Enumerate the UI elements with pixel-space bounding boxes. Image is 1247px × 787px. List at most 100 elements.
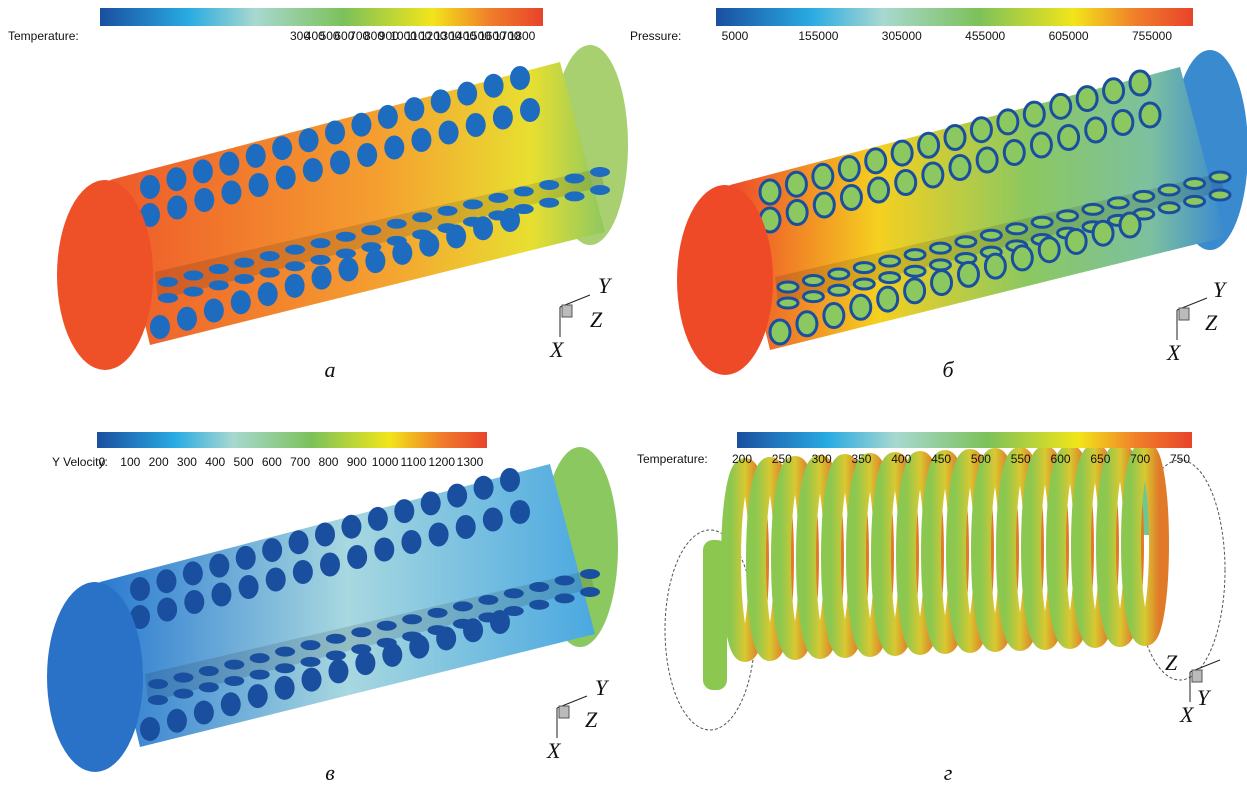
colorbar-label: Pressure: xyxy=(630,29,681,43)
tube-hole xyxy=(580,587,600,597)
tube-hole xyxy=(1051,94,1071,118)
tube-hole xyxy=(248,684,268,708)
tube-hole xyxy=(401,530,421,554)
tube-hole xyxy=(315,523,335,547)
colorbar-tick: 305000 xyxy=(882,29,922,43)
tube-hole xyxy=(1086,118,1106,142)
tube-hole xyxy=(787,201,807,225)
colorbar-tick: 750 xyxy=(1170,452,1190,466)
tube-hole xyxy=(446,224,466,248)
tube-hole xyxy=(829,269,849,279)
axis-label: Y xyxy=(1213,277,1228,302)
tube-hole xyxy=(493,106,513,130)
colorbar-tick: 755000 xyxy=(1132,29,1172,43)
tube-hole xyxy=(971,118,991,142)
axis-label: Y xyxy=(595,675,610,700)
tube-hole xyxy=(1083,204,1103,214)
tube-hole xyxy=(300,640,320,650)
tube-hole xyxy=(382,643,402,667)
tube-hole xyxy=(221,181,241,205)
tube-hole xyxy=(419,233,439,257)
tube-hole xyxy=(266,568,286,592)
tube-hole xyxy=(336,232,356,242)
tube-hole xyxy=(803,292,823,302)
tube-hole xyxy=(421,491,441,515)
tube-hole xyxy=(183,287,203,297)
tube-hole xyxy=(778,298,798,308)
tube-hole xyxy=(958,262,978,286)
inlet-disk xyxy=(47,582,143,772)
colorbar-tick: 250 xyxy=(772,452,792,466)
tube-hole xyxy=(1004,141,1024,165)
tube-hole xyxy=(326,634,346,644)
tube-hole xyxy=(411,128,431,152)
tube-hole xyxy=(260,251,280,261)
axis-label: X xyxy=(1179,702,1195,727)
tube-hole xyxy=(365,249,385,273)
tube-hole xyxy=(478,595,498,605)
tube-hole xyxy=(930,243,950,253)
tube-hole xyxy=(193,159,213,183)
tube-hole xyxy=(1185,196,1205,206)
colorbar-tick: 800 xyxy=(318,455,338,469)
tube-hole xyxy=(325,121,345,145)
tube-hole xyxy=(158,277,178,287)
tube-hole xyxy=(236,546,256,570)
tube-hole xyxy=(368,507,388,531)
tube-hole xyxy=(166,167,186,191)
colorbar xyxy=(97,432,487,448)
colorbar-tick: 1100 xyxy=(400,455,426,469)
tube-hole xyxy=(347,545,367,569)
tube-hole xyxy=(930,260,950,270)
tube-hole xyxy=(447,484,467,508)
tube-hole xyxy=(338,257,358,281)
tube-hole xyxy=(778,282,798,292)
tube-hole xyxy=(250,670,270,680)
tube-hole xyxy=(275,676,295,700)
panel-caption: г xyxy=(944,760,953,785)
tube-hole xyxy=(219,152,239,176)
tube-hole xyxy=(299,128,319,152)
tube-hole xyxy=(813,164,833,188)
colorbar-tick: 400 xyxy=(205,455,225,469)
tube-hole xyxy=(184,590,204,614)
tube-hole xyxy=(1210,172,1230,182)
colorbar-label: Temperature: xyxy=(8,29,79,43)
tube-hole xyxy=(140,717,160,741)
tube-hole xyxy=(234,258,254,268)
tube-hole xyxy=(330,151,350,175)
axis-label: X xyxy=(546,738,562,763)
tube-hole xyxy=(824,304,844,328)
axis-label: Y xyxy=(598,273,613,298)
tube-hole xyxy=(854,279,874,289)
tube-hole xyxy=(1130,71,1150,95)
tube-hole xyxy=(293,560,313,584)
tube-hole xyxy=(878,287,898,311)
tube-hole xyxy=(453,601,473,611)
tube-hole xyxy=(211,583,231,607)
tube-hole xyxy=(194,188,214,212)
tube-hole xyxy=(167,709,187,733)
tube-hole xyxy=(456,515,476,539)
tube-hole xyxy=(249,173,269,197)
tube-hole xyxy=(387,219,407,229)
tube-hole xyxy=(361,225,381,235)
tube-hole xyxy=(1159,203,1179,213)
tube-hole xyxy=(260,268,280,278)
tube-hole xyxy=(428,608,448,618)
tube-hole xyxy=(341,515,361,539)
colorbar-tick: 1000 xyxy=(372,455,399,469)
tube-hole xyxy=(510,66,530,90)
tube-hole xyxy=(520,98,540,122)
tube-hole xyxy=(167,196,187,220)
tube-hole xyxy=(378,105,398,129)
tube-hole xyxy=(194,701,214,725)
tube-hole xyxy=(224,676,244,686)
colorbar xyxy=(737,432,1192,448)
tube-hole xyxy=(590,167,610,177)
tube-hole xyxy=(148,695,168,705)
tube-hole xyxy=(156,569,176,593)
tube-hole xyxy=(409,635,429,659)
tube-hole xyxy=(1066,229,1086,253)
tube-hole xyxy=(199,682,219,692)
